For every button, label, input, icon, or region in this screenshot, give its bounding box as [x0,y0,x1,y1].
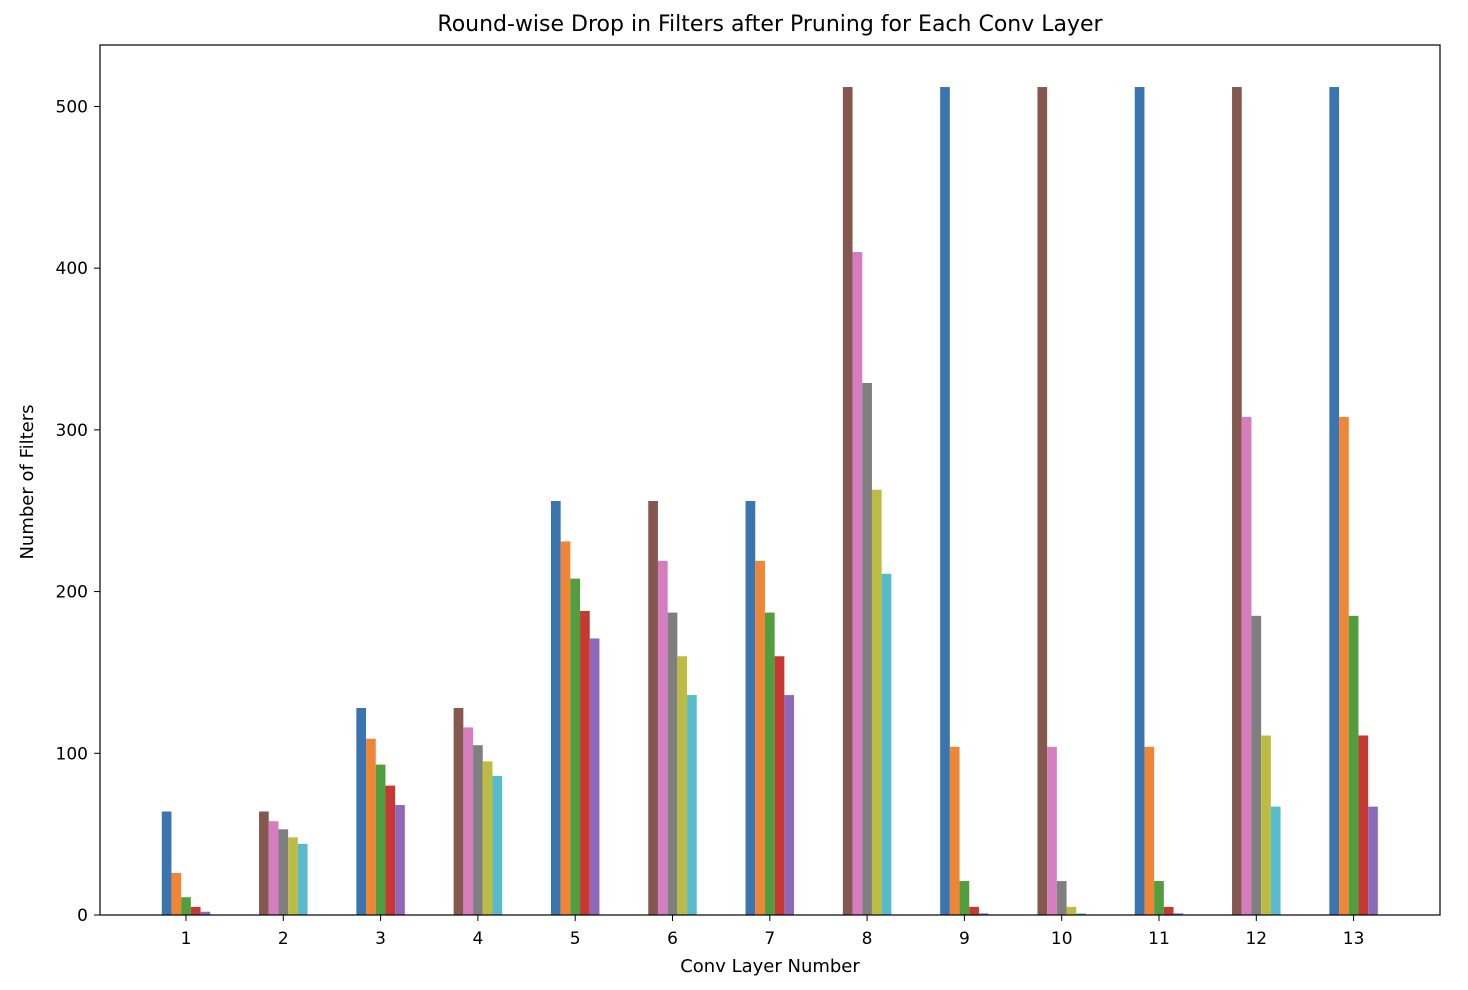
bar-layer-11-round-1 [1134,87,1145,916]
y-tick-label: 200 [56,583,88,603]
x-tick-label: 4 [472,929,483,949]
x-tick-label: 7 [764,929,775,949]
bar-layer-6-round-3 [667,612,678,915]
bar-layer-13-round-3 [1348,615,1359,915]
bar-layer-5-round-5 [589,638,600,915]
bar-layer-6-round-4 [677,656,688,915]
bar-layer-2-round-5 [297,843,308,915]
bar-layer-7-round-2 [755,560,765,915]
bar-layer-8-round-1 [842,87,853,916]
bar-layer-10-round-4 [1066,906,1077,915]
bar-layer-12-round-4 [1261,735,1271,915]
bar-layer-8-round-3 [862,382,872,916]
y-tick-label: 0 [77,906,88,926]
x-tick-label: 9 [959,929,970,949]
bar-layer-7-round-1 [745,501,756,915]
x-tick-label: 13 [1343,929,1365,949]
x-axis: 1 2 3 4 5 6 7 8 9 10 11 12 13 [181,915,1365,949]
bar-layer-11-round-4 [1163,906,1174,915]
x-tick-label: 3 [375,929,386,949]
bar-layer-4-round-4 [482,761,493,915]
bar-layer-12-round-5 [1270,806,1281,915]
x-axis-label: Conv Layer Number [680,956,860,977]
bar-layer-8-round-5 [881,573,892,915]
bar-layer-9-round-1 [940,87,950,916]
bar-layer-11-round-5 [1173,913,1184,915]
bar-layer-3-round-3 [375,764,386,915]
bar-layer-11-round-3 [1154,881,1164,915]
y-tick-label: 500 [56,97,88,117]
x-tick-label: 8 [862,929,873,949]
bar-layer-7-round-3 [764,612,775,915]
bar-layer-2-round-3 [278,829,289,915]
bar-layer-13-round-2 [1339,416,1349,915]
bar-layer-2-round-1 [259,811,269,915]
bar-layer-1-round-1 [161,811,172,915]
bar-layer-5-round-1 [550,501,561,915]
bar-layer-10-round-1 [1037,87,1048,916]
bar-layer-8-round-4 [871,489,882,915]
bar-layer-5-round-3 [570,578,581,915]
bar-layer-2-round-4 [288,837,298,915]
bar-layer-9-round-3 [959,881,970,915]
x-tick-label: 2 [278,929,289,949]
bar-layer-5-round-2 [560,541,571,915]
bar-layer-3-round-2 [366,738,376,915]
bar-layer-7-round-4 [774,656,785,915]
bar-layer-1-round-3 [181,897,191,915]
bar-layer-12-round-2 [1241,416,1252,915]
chart-title: Round-wise Drop in Filters after Pruning… [437,12,1103,37]
bar-layer-4-round-1 [453,708,464,915]
x-tick-label: 1 [181,929,192,949]
bar-layer-4-round-3 [473,745,483,915]
bar-layer-5-round-4 [580,610,590,915]
x-tick-label: 12 [1245,929,1267,949]
bar-layer-10-round-5 [1076,913,1086,915]
bar-layer-8-round-2 [852,251,863,916]
bar-layer-4-round-5 [492,775,503,915]
y-axis-label: Number of Filters [17,404,38,559]
bar-layer-1-round-4 [190,906,201,915]
x-tick-label: 5 [570,929,581,949]
bar-layer-13-round-5 [1368,806,1378,915]
y-axis: 0 100 200 300 400 500 [56,97,100,926]
y-tick-label: 100 [56,744,88,764]
bar-layer-9-round-4 [969,906,979,915]
bar-layer-6-round-5 [687,695,697,915]
bar-layer-3-round-1 [356,708,367,915]
bar-layer-13-round-1 [1329,87,1340,916]
bars-layer [161,87,1378,916]
bar-layer-11-round-2 [1144,746,1155,915]
bar-layer-10-round-3 [1056,881,1067,915]
bar-layer-3-round-5 [395,805,405,915]
bar-layer-6-round-2 [657,560,668,915]
bar-layer-10-round-2 [1047,746,1057,915]
bar-layer-3-round-4 [385,785,396,915]
y-tick-label: 400 [56,259,88,279]
bar-layer-4-round-2 [463,727,474,915]
x-tick-label: 11 [1148,929,1170,949]
plot-frame [99,44,1441,916]
bar-layer-12-round-3 [1251,615,1262,915]
bar-layer-1-round-2 [171,872,182,915]
y-tick-label: 300 [56,421,88,441]
bar-layer-2-round-2 [268,821,279,915]
bar-layer-9-round-5 [978,913,989,915]
bar-layer-1-round-5 [200,911,211,915]
bar-layer-9-round-2 [949,746,960,915]
bar-layer-12-round-1 [1232,87,1242,916]
bar-layer-6-round-1 [648,501,658,915]
bar-layer-13-round-4 [1358,735,1369,915]
x-tick-label: 10 [1051,929,1073,949]
x-tick-label: 6 [667,929,678,949]
bar-layer-7-round-5 [784,695,795,915]
